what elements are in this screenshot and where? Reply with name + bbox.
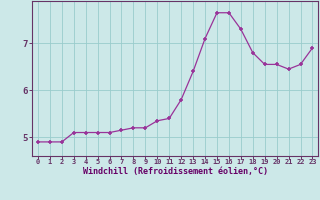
X-axis label: Windchill (Refroidissement éolien,°C): Windchill (Refroidissement éolien,°C): [83, 167, 268, 176]
